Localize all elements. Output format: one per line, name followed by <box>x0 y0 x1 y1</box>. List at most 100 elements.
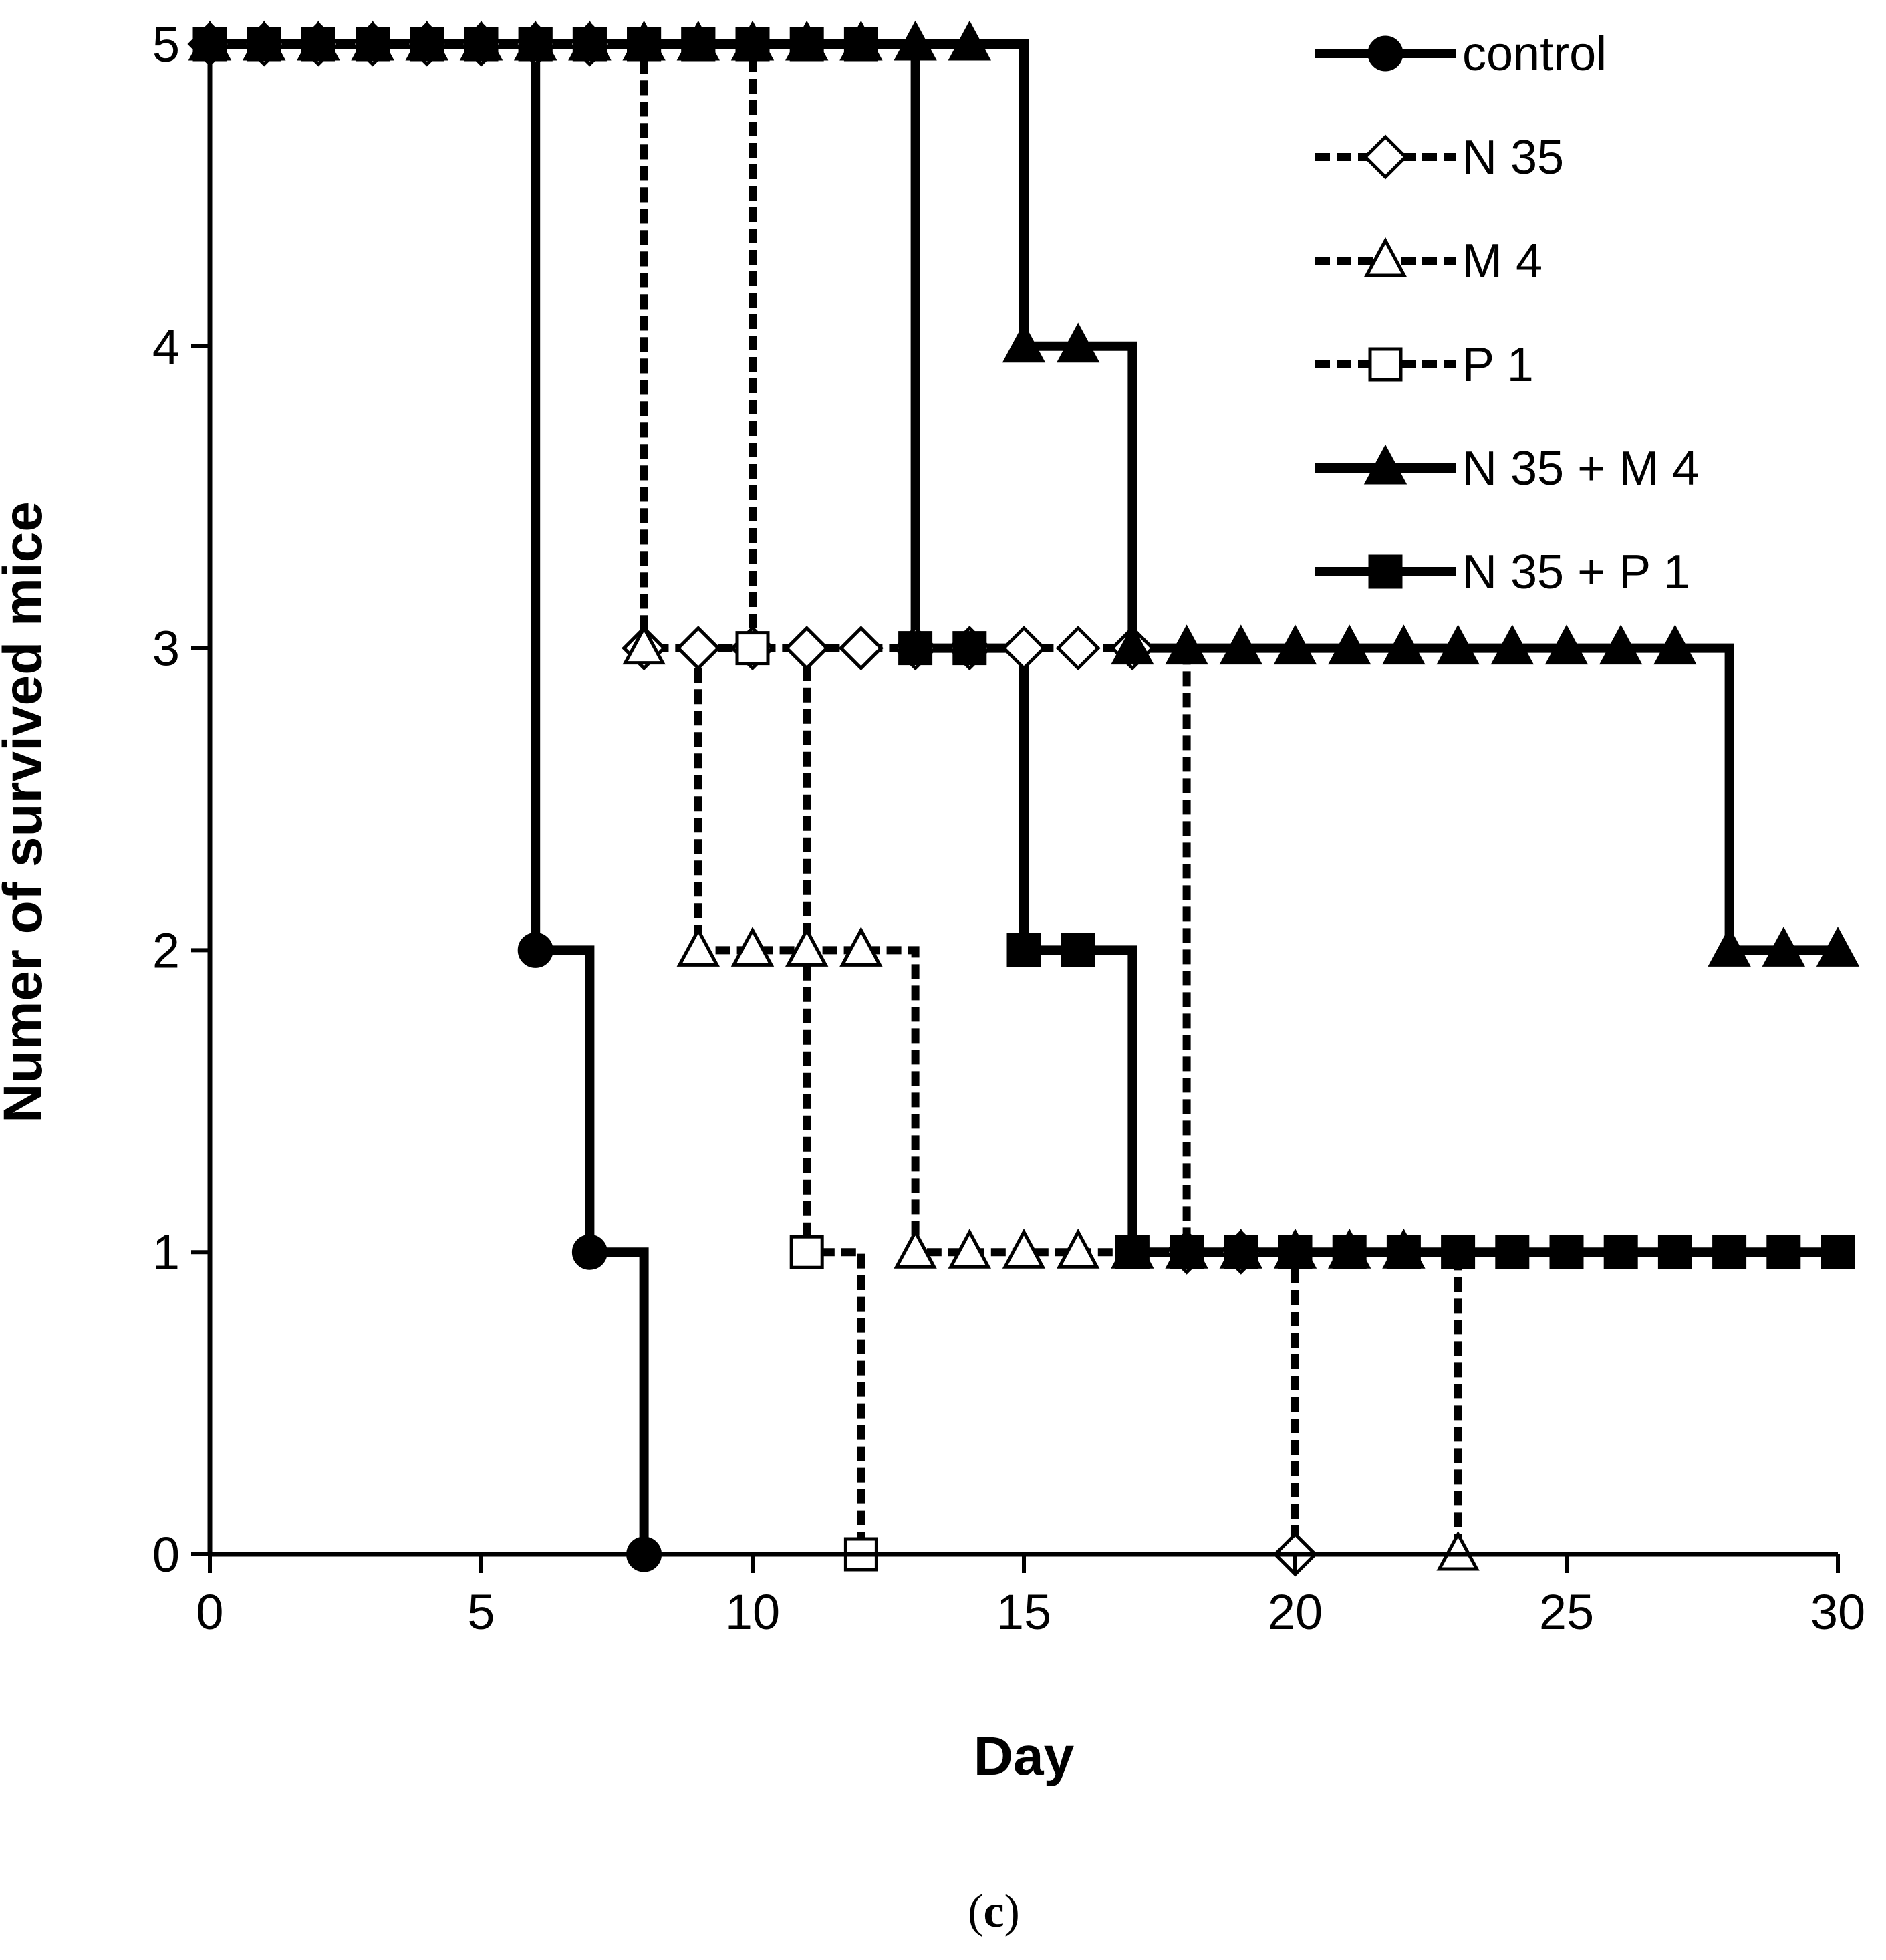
data-point-n-35-p-1 <box>356 27 390 62</box>
data-point-n-35-m-4 <box>1490 624 1534 665</box>
data-point-n-35-p-1 <box>410 27 444 62</box>
data-point-n-35 <box>676 626 721 671</box>
series-markers-control <box>192 26 662 1572</box>
panel-label-open: ( <box>968 1886 983 1937</box>
data-point-n-35-p-1 <box>681 27 716 62</box>
data-point-n-35-p-1 <box>1061 933 1095 967</box>
legend-marker-n-35 <box>1363 134 1408 180</box>
y-tick-label: 4 <box>152 319 180 374</box>
data-point-m-4 <box>676 927 720 967</box>
data-point-control <box>571 1234 608 1270</box>
data-point-n-35-m-4 <box>1273 624 1317 665</box>
plot-markers-group <box>187 20 1860 1577</box>
data-point-n-35-m-4 <box>1165 624 1208 665</box>
data-point-n-35-m-4 <box>894 20 937 61</box>
series-line-m-4 <box>210 40 1462 1554</box>
data-point-m-4 <box>622 624 666 665</box>
data-point-m-4 <box>839 927 883 967</box>
data-point-n-35-p-1 <box>1766 1235 1801 1269</box>
x-tick-label: 0 <box>196 1584 223 1640</box>
data-point-n-35 <box>784 626 829 671</box>
y-tick-label: 1 <box>152 1225 180 1280</box>
data-point-n-35-m-4 <box>1653 624 1697 665</box>
legend-marker-p-1 <box>1368 347 1403 382</box>
legend-label-n-35-m-4: N 35 + M 4 <box>1462 442 1699 495</box>
legend-item-p-1: P 1 <box>1315 338 1534 392</box>
data-point-n-35-p-1 <box>1115 1235 1150 1269</box>
data-point-n-35 <box>838 626 884 671</box>
data-point-n-35-m-4 <box>1382 624 1426 665</box>
series-line-control <box>210 39 649 1554</box>
series-markers-n-35-p-1 <box>192 27 1855 1269</box>
data-point-m-4 <box>730 927 775 967</box>
y-tick-label: 3 <box>152 621 180 677</box>
legend-item-n-35-m-4: N 35 + M 4 <box>1315 442 1699 495</box>
data-point-n-35-m-4 <box>1544 624 1589 665</box>
data-point-n-35-m-4 <box>1002 322 1046 363</box>
y-tick-label: 2 <box>152 923 180 978</box>
legend-marker-m-4 <box>1363 237 1407 277</box>
data-point-m-4 <box>785 927 829 967</box>
legend: control N 35 M 4 P 1 N 35 + M 4 N 35 + P 1 <box>1315 27 1699 599</box>
series-markers-m-4 <box>188 20 1480 1571</box>
data-point-n-35-p-1 <box>735 27 770 62</box>
panel-label: (c) <box>968 1886 1020 1937</box>
data-point-n-35-m-4 <box>1436 624 1480 665</box>
legend-label-m-4: M 4 <box>1462 235 1542 288</box>
data-point-n-35-p-1 <box>843 27 878 62</box>
legend-item-m-4: M 4 <box>1315 235 1542 288</box>
data-point-n-35 <box>1055 626 1101 671</box>
x-tick-label: 30 <box>1810 1584 1865 1640</box>
data-point-n-35-p-1 <box>1495 1235 1530 1269</box>
data-point-n-35-m-4 <box>1816 927 1860 967</box>
x-tick-label: 5 <box>467 1584 495 1640</box>
data-point-n-35-p-1 <box>1657 1235 1692 1269</box>
y-tick-label: 0 <box>152 1527 180 1582</box>
data-point-n-35-p-1 <box>1603 1235 1638 1269</box>
data-point-m-4 <box>948 1228 991 1269</box>
panel-label-close: ) <box>1004 1886 1020 1937</box>
data-point-n-35-p-1 <box>1170 1235 1204 1269</box>
data-point-n-35-p-1 <box>1549 1235 1584 1269</box>
data-point-m-4 <box>1436 1530 1480 1571</box>
data-point-m-4 <box>1002 1228 1046 1269</box>
panel-label-letter: c <box>983 1886 1004 1937</box>
data-point-n-35-p-1 <box>1006 933 1041 967</box>
data-point-n-35-m-4 <box>1599 624 1643 665</box>
data-point-control <box>517 932 553 968</box>
x-tick-label: 15 <box>996 1584 1051 1640</box>
data-point-n-35-p-1 <box>1278 1235 1313 1269</box>
legend-item-n-35-p-1: N 35 + P 1 <box>1315 545 1690 599</box>
data-point-n-35-p-1 <box>464 27 499 62</box>
series-line-n-35-p-1 <box>210 39 1838 1257</box>
series-line-n-35 <box>210 40 1299 1554</box>
x-tick-label: 25 <box>1539 1584 1594 1640</box>
data-point-n-35-p-1 <box>301 27 335 62</box>
data-point-n-35-p-1 <box>627 27 662 62</box>
x-tick-label: 20 <box>1268 1584 1323 1640</box>
x-tick-label: 10 <box>725 1584 780 1640</box>
legend-item-n-35: N 35 <box>1315 131 1564 185</box>
data-point-n-35 <box>1001 626 1047 671</box>
data-point-n-35-p-1 <box>952 631 987 666</box>
legend-marker-n-35-p-1 <box>1368 554 1403 589</box>
legend-label-control: control <box>1462 27 1607 81</box>
data-point-n-35-p-1 <box>572 27 607 62</box>
legend-marker-n-35-m-4 <box>1363 444 1407 485</box>
axes-group: 0 5 10 15 20 25 30 0 1 2 3 4 5 <box>152 17 1865 1640</box>
data-point-n-35-p-1 <box>1224 1235 1258 1269</box>
legend-item-control: control <box>1315 27 1607 81</box>
data-point-n-35-m-4 <box>1057 322 1100 363</box>
x-axis-title: Day <box>974 1726 1075 1787</box>
data-point-p-1 <box>735 631 770 666</box>
data-point-n-35-p-1 <box>898 631 933 666</box>
data-point-n-35-p-1 <box>1821 1235 1855 1269</box>
data-point-n-35-p-1 <box>1441 1235 1476 1269</box>
data-point-n-35-m-4 <box>948 20 991 61</box>
data-point-n-35-m-4 <box>1762 927 1805 967</box>
y-tick-label: 5 <box>152 17 180 72</box>
data-point-n-35-p-1 <box>1386 1235 1421 1269</box>
data-point-n-35-p-1 <box>1332 1235 1367 1269</box>
data-point-n-35-p-1 <box>247 27 281 62</box>
